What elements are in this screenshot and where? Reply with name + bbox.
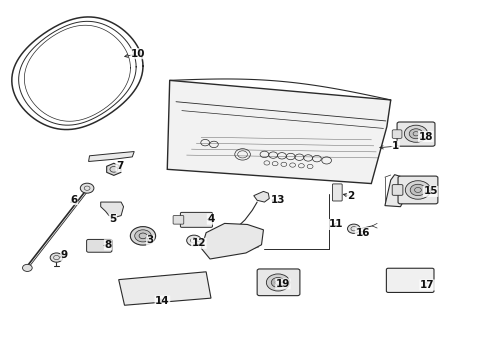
Circle shape	[135, 230, 151, 242]
Circle shape	[271, 278, 285, 288]
Circle shape	[404, 125, 428, 142]
Circle shape	[23, 264, 32, 271]
Text: 15: 15	[423, 186, 438, 197]
Text: 9: 9	[61, 251, 68, 260]
FancyBboxPatch shape	[257, 269, 300, 296]
FancyBboxPatch shape	[392, 185, 403, 195]
Text: 5: 5	[109, 214, 117, 224]
Text: 1: 1	[392, 141, 399, 151]
Text: 19: 19	[276, 279, 290, 289]
Polygon shape	[254, 192, 270, 202]
Text: 17: 17	[420, 280, 435, 290]
FancyBboxPatch shape	[180, 212, 213, 227]
Text: 7: 7	[116, 162, 123, 171]
FancyBboxPatch shape	[398, 176, 438, 204]
Circle shape	[50, 253, 63, 262]
Text: 13: 13	[271, 194, 285, 204]
FancyBboxPatch shape	[392, 130, 402, 138]
Polygon shape	[119, 272, 211, 305]
Circle shape	[187, 235, 201, 246]
Polygon shape	[385, 175, 403, 207]
Text: 3: 3	[147, 235, 154, 246]
Text: 11: 11	[329, 220, 343, 229]
FancyBboxPatch shape	[397, 122, 435, 146]
Text: 16: 16	[355, 228, 370, 238]
FancyBboxPatch shape	[87, 239, 112, 252]
Text: 12: 12	[192, 238, 206, 248]
Circle shape	[410, 184, 426, 195]
Circle shape	[409, 129, 423, 139]
FancyBboxPatch shape	[387, 268, 434, 292]
Text: 14: 14	[155, 296, 170, 306]
Polygon shape	[89, 152, 134, 162]
Text: 10: 10	[131, 49, 146, 59]
Circle shape	[130, 226, 156, 245]
Circle shape	[267, 274, 290, 291]
Polygon shape	[101, 202, 123, 217]
Text: 2: 2	[347, 191, 355, 201]
Text: 6: 6	[71, 194, 77, 204]
Text: 4: 4	[207, 214, 215, 224]
Text: 18: 18	[418, 132, 433, 141]
Circle shape	[347, 224, 360, 233]
Circle shape	[80, 183, 94, 193]
FancyBboxPatch shape	[332, 184, 342, 201]
Polygon shape	[107, 163, 121, 175]
FancyBboxPatch shape	[173, 216, 184, 224]
Text: 8: 8	[104, 240, 112, 250]
Polygon shape	[201, 224, 264, 259]
Polygon shape	[167, 80, 391, 184]
Circle shape	[405, 181, 431, 199]
